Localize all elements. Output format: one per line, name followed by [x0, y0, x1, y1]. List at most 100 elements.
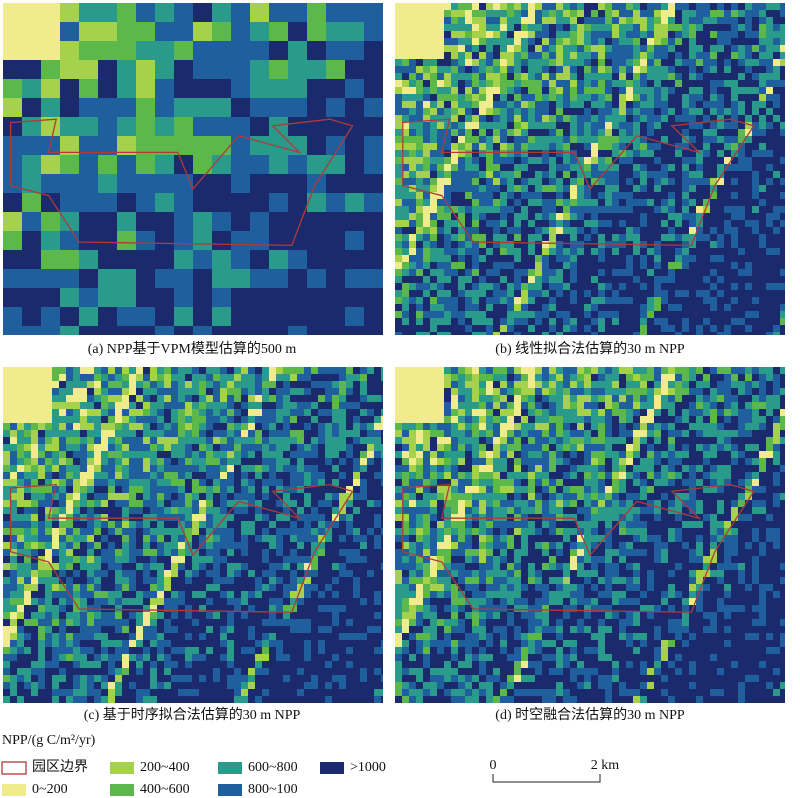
map-pixel: [584, 17, 591, 24]
map-pixel: [346, 486, 353, 493]
map-pixel: [780, 101, 785, 108]
map-pixel: [290, 465, 297, 472]
map-pixel: [584, 73, 591, 80]
map-pixel: [45, 577, 52, 584]
map-pixel: [199, 493, 206, 500]
map-pixel: [129, 374, 136, 381]
map-pixel: [73, 563, 80, 570]
map-pixel: [108, 451, 115, 458]
map-pixel: [311, 367, 318, 374]
map-pixel: [353, 598, 360, 605]
map-pixel: [598, 164, 605, 171]
map-pixel: [374, 528, 381, 535]
map-pixel: [374, 479, 381, 486]
map-pixel: [185, 598, 192, 605]
map-pixel: [500, 38, 507, 45]
map-pixel: [423, 17, 430, 24]
map-pixel: [619, 290, 626, 297]
map-pixel: [605, 3, 612, 10]
map-pixel: [738, 108, 745, 115]
map-pixel: [395, 38, 402, 45]
map-pixel: [409, 290, 416, 297]
map-pixel: [549, 171, 556, 178]
map-pixel: [339, 486, 346, 493]
map-pixel: [507, 318, 514, 325]
map-pixel: [458, 199, 465, 206]
map-pixel: [731, 318, 738, 325]
map-pixel: [66, 367, 73, 374]
map-pixel: [745, 290, 752, 297]
map-pixel: [500, 157, 507, 164]
map-pixel: [598, 66, 605, 73]
map-pixel: [500, 304, 507, 311]
map-pixel: [563, 10, 570, 17]
map-pixel: [493, 192, 500, 199]
map-pixel: [745, 101, 752, 108]
map-pixel: [326, 231, 345, 250]
map-pixel: [675, 171, 682, 178]
map-pixel: [451, 129, 458, 136]
map-pixel: [45, 605, 52, 612]
map-pixel: [297, 458, 304, 465]
map-pixel: [549, 3, 556, 10]
map-pixel: [115, 598, 122, 605]
map-pixel: [332, 528, 339, 535]
map-pixel: [577, 87, 584, 94]
map-pixel: [311, 605, 318, 612]
map-pixel: [577, 332, 584, 335]
map-pixel: [297, 409, 304, 416]
map-pixel: [591, 24, 598, 31]
map-pixel: [325, 605, 332, 612]
map-pixel: [437, 52, 444, 59]
map-pixel: [290, 514, 297, 521]
map-pixel: [423, 311, 430, 318]
map-pixel: [626, 101, 633, 108]
map-pixel: [3, 451, 10, 458]
map-pixel: [143, 374, 150, 381]
map-pixel: [682, 276, 689, 283]
map-pixel: [129, 367, 136, 374]
map-pixel: [493, 220, 500, 227]
map-pixel: [326, 307, 345, 326]
map-pixel: [290, 556, 297, 563]
map-pixel: [66, 486, 73, 493]
map-pixel: [626, 234, 633, 241]
map-pixel: [346, 584, 353, 591]
map-pixel: [101, 374, 108, 381]
map-pixel: [682, 269, 689, 276]
map-pixel: [374, 605, 381, 612]
map-pixel: [528, 101, 535, 108]
map-pixel: [52, 549, 59, 556]
map-pixel: [605, 17, 612, 24]
map-pixel: [612, 115, 619, 122]
map-pixel: [164, 549, 171, 556]
map-pixel: [381, 521, 383, 528]
map-pixel: [633, 206, 640, 213]
map-pixel: [178, 542, 185, 549]
map-pixel: [345, 3, 364, 22]
map-pixel: [521, 17, 528, 24]
map-pixel: [703, 73, 710, 80]
map-pixel: [31, 458, 38, 465]
map-pixel: [3, 423, 10, 430]
map-pixel: [234, 395, 241, 402]
map-pixel: [423, 136, 430, 143]
map-pixel: [98, 288, 117, 307]
map-pixel: [675, 255, 682, 262]
map-pixel: [563, 171, 570, 178]
map-pixel: [675, 150, 682, 157]
map-pixel: [87, 570, 94, 577]
map-pixel: [213, 381, 220, 388]
map-pixel: [231, 307, 250, 326]
map-pixel: [507, 101, 514, 108]
map-pixel: [234, 409, 241, 416]
map-pixel: [430, 262, 437, 269]
map-pixel: [605, 80, 612, 87]
map-pixel: [409, 94, 416, 101]
map-pixel: [780, 206, 785, 213]
map-pixel: [150, 395, 157, 402]
map-pixel: [423, 290, 430, 297]
map-pixel: [24, 598, 31, 605]
map-pixel: [675, 17, 682, 24]
